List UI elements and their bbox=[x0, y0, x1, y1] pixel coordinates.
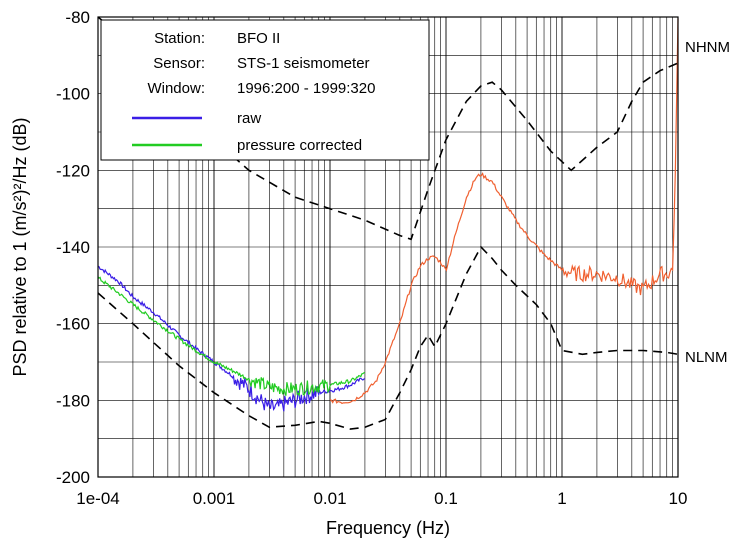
series-line-nhnm bbox=[97, 16, 679, 241]
series-layer bbox=[97, 16, 679, 430]
series-line-nlnm bbox=[97, 245, 679, 430]
legend-window-value: 1996:200 - 1999:320 bbox=[237, 80, 375, 97]
y-tick-label: -100 bbox=[56, 85, 90, 104]
series-line-pressure-corrected bbox=[97, 276, 366, 397]
y-axis-title: PSD relative to 1 (m/s²)²/Hz (dB) bbox=[10, 117, 30, 376]
x-tick-label: 0.001 bbox=[193, 489, 236, 508]
x-tick-label: 1 bbox=[557, 489, 566, 508]
y-tick-label: -140 bbox=[56, 238, 90, 257]
y-tick-label: -200 bbox=[56, 468, 90, 487]
y-tick-label: -180 bbox=[56, 391, 90, 410]
series-line-raw bbox=[97, 265, 366, 412]
x-axis-title: Frequency (Hz) bbox=[326, 518, 450, 538]
y-tick-label: -120 bbox=[56, 161, 90, 180]
plot-frame bbox=[97, 16, 679, 478]
x-tick-label: 1e-04 bbox=[76, 489, 119, 508]
legend-station-key: Station: bbox=[154, 30, 205, 47]
nhnm-label: NHNM bbox=[685, 39, 730, 56]
legend-label-pressure-corrected: pressure corrected bbox=[237, 137, 362, 154]
legend-sensor-value: STS-1 seismometer bbox=[237, 55, 370, 72]
x-tick-label: 0.1 bbox=[434, 489, 458, 508]
series-line-unlabeled bbox=[329, 18, 679, 405]
y-tick-labels: -80 -100 -120 -140 -160 -180 -200 bbox=[56, 8, 90, 487]
legend-window-key: Window: bbox=[147, 80, 205, 97]
legend: Station: BFO II Sensor: STS-1 seismomete… bbox=[100, 19, 430, 161]
x-tick-label: 0.01 bbox=[313, 489, 346, 508]
legend-label-raw: raw bbox=[237, 110, 261, 127]
x-tick-labels: 1e-04 0.001 0.01 0.1 1 10 bbox=[76, 489, 687, 508]
y-tick-label: -160 bbox=[56, 315, 90, 334]
nlnm-label: NLNM bbox=[685, 349, 728, 366]
y-tick-label: -80 bbox=[65, 8, 90, 27]
legend-box bbox=[100, 19, 430, 161]
legend-sensor-key: Sensor: bbox=[153, 55, 205, 72]
x-tick-label: 10 bbox=[669, 489, 688, 508]
legend-station-value: BFO II bbox=[237, 30, 280, 47]
